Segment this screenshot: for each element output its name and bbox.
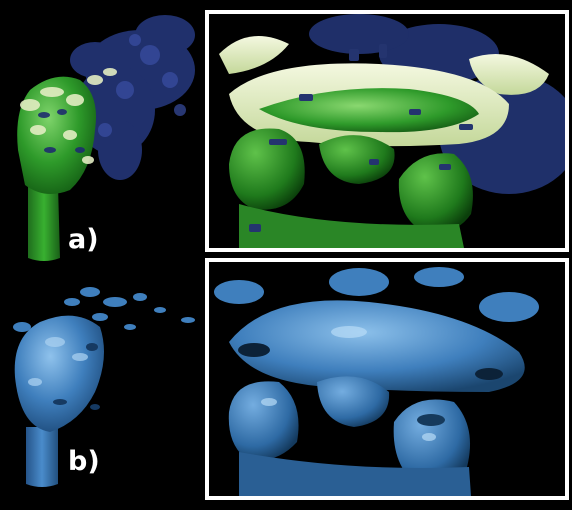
panel-b-overview: b) (0, 262, 205, 510)
blue-isosurface-overview (13, 287, 195, 487)
panel-label-a: a) (68, 224, 99, 255)
panel-label-b: b) (68, 446, 100, 477)
panel-a-zoom-frame (205, 10, 569, 252)
panel-b-zoom-frame (205, 258, 569, 500)
panel-a-overview: a) (0, 0, 205, 262)
blue-isosurface-closeup (214, 267, 539, 496)
green-isosurface-closeup (219, 14, 565, 248)
green-isosurface-overview (17, 15, 195, 261)
